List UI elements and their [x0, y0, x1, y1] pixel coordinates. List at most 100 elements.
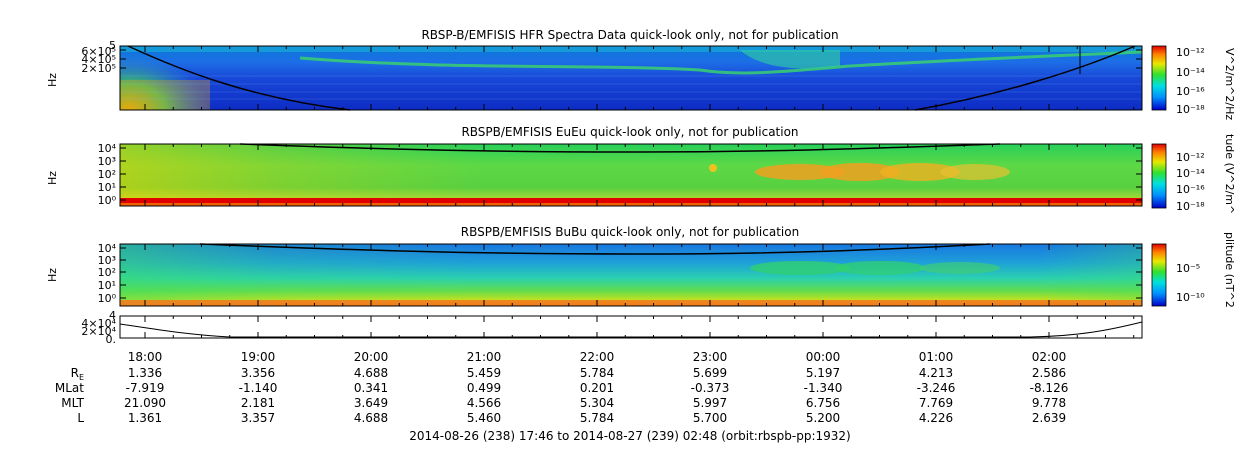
panel3-ytick: 10¹	[98, 279, 116, 292]
ephemeris-value: 4.213	[919, 366, 953, 380]
time-tick-label: 01:00	[919, 350, 954, 364]
ephem-label-l: L	[77, 411, 84, 425]
panel4-frame	[119, 315, 1143, 339]
panel1-ytick: 4×10⁵	[81, 53, 116, 66]
time-tick-label: 20:00	[354, 350, 389, 364]
time-tick-label: 22:00	[580, 350, 615, 364]
ephemeris-value: -0.373	[691, 381, 730, 395]
colorbar-1-tick: 10⁻¹⁴	[1176, 66, 1205, 79]
time-tick-label: 19:00	[241, 350, 276, 364]
ephemeris-value: 9.778	[1032, 396, 1066, 410]
ephemeris-value: 2.586	[1032, 366, 1066, 380]
panel1-ylabel: Hz	[46, 73, 59, 87]
panel3-ytick: 10³	[98, 254, 116, 267]
ephemeris-value: 3.356	[241, 366, 275, 380]
panel1-spectrogram	[120, 45, 1143, 111]
time-tick-label: 18:00	[128, 350, 163, 364]
panel3-ytick: 10²	[98, 266, 116, 279]
panel3-ytick: 10⁰	[98, 292, 117, 305]
panel2-ytick: 10⁰	[98, 194, 117, 207]
panel3-title: RBSPB/EMFISIS BuBu quick-look only, not …	[461, 225, 799, 239]
panel3-spectrogram	[120, 243, 1142, 306]
panel2-spectrogram	[120, 143, 1142, 206]
colorbar-1-label: V^2/m^2/Hz	[1223, 48, 1236, 120]
panel4-ytop-label: 4	[109, 309, 116, 322]
panel4-ytick: 2×10⁴	[81, 325, 116, 338]
time-tick-label: 00:00	[806, 350, 841, 364]
panel2-frame	[119, 143, 1143, 207]
ephemeris-table: 1.336 3.356 4.688 5.459 5.784 5.699 5.197 4.213…	[124, 366, 1068, 425]
ephemeris-value: 4.688	[354, 366, 388, 380]
panel3-ylabel: Hz	[46, 268, 59, 282]
colorbar-1	[1151, 45, 1167, 111]
colorbar-2-tick: 10⁻¹⁸	[1176, 200, 1205, 213]
colorbar-3-tick: 10⁻⁵	[1176, 262, 1200, 275]
ephemeris-value: 2.639	[1032, 411, 1066, 425]
panel4-line	[119, 316, 1143, 338]
panel2-ytick: 10¹	[98, 181, 116, 194]
time-tick-label: 23:00	[693, 350, 728, 364]
ephemeris-value: 4.688	[354, 411, 388, 425]
panel4-ytick: 0.	[106, 333, 117, 346]
panel1-ytick: 2×10⁵	[81, 62, 116, 75]
panel1-title: RBSP-B/EMFISIS HFR Spectra Data quick-lo…	[421, 28, 838, 42]
ephemeris-value: -1.340	[804, 381, 843, 395]
ephemeris-value: 3.649	[354, 396, 388, 410]
panel3-ytick: 10⁴	[98, 242, 117, 255]
ephemeris-value: -8.126	[1030, 381, 1069, 395]
panel1-ytop-label: 5	[109, 39, 116, 52]
time-tick-label: 21:00	[467, 350, 502, 364]
ephemeris-value: 1.361	[128, 411, 162, 425]
time-axis: 18:00 19:00 20:00 21:00 22:00 23:00 00:0…	[128, 350, 1067, 364]
ephemeris-labels: RE MLat MLT L	[55, 366, 85, 425]
ephemeris-value: 0.341	[354, 381, 388, 395]
ephemeris-value: 4.226	[919, 411, 953, 425]
colorbar-2-label: tude (V^2/m^	[1223, 134, 1236, 214]
footer-time-range: 2014-08-26 (238) 17:46 to 2014-08-27 (23…	[409, 429, 850, 443]
ephemeris-value: 5.997	[693, 396, 727, 410]
ephemeris-value: 6.756	[806, 396, 840, 410]
ephemeris-value: 0.201	[580, 381, 614, 395]
panel2-title: RBSPB/EMFISIS EuEu quick-look only, not …	[461, 125, 798, 139]
ephemeris-value: 5.700	[693, 411, 727, 425]
panel2-ylabel: Hz	[46, 171, 59, 185]
ephemeris-value: 5.197	[806, 366, 840, 380]
time-tick-marks	[144, 46, 1135, 338]
panel2-ytick: 10²	[98, 168, 116, 181]
time-tick-label: 02:00	[1032, 350, 1067, 364]
colorbar-3-tick: 10⁻¹⁰	[1176, 291, 1205, 304]
panel2-ytick: 10⁴	[98, 142, 117, 155]
ephem-label-re: RE	[71, 366, 84, 382]
panel4-ytick: 4×10⁴	[81, 317, 116, 330]
ephemeris-value: 4.566	[467, 396, 501, 410]
panel1-frame	[119, 45, 1143, 111]
colorbar-3-ticks: 10⁻⁵ 10⁻¹⁰	[1176, 262, 1205, 304]
colorbar-2	[1151, 143, 1167, 209]
ephemeris-value: 7.769	[919, 396, 953, 410]
colorbar-2-tick: 10⁻¹⁶	[1176, 183, 1205, 196]
ephemeris-value: 3.357	[241, 411, 275, 425]
colorbar-1-tick: 10⁻¹⁸	[1176, 103, 1205, 116]
panel3-frame	[119, 243, 1143, 307]
ephemeris-value: 5.460	[467, 411, 501, 425]
colorbar-2-tick: 10⁻¹²	[1176, 151, 1205, 164]
ephemeris-value: 5.459	[467, 366, 501, 380]
ephemeris-value: 1.336	[128, 366, 162, 380]
panel1-ytick-marks	[120, 49, 1142, 69]
panel3-ytick-marks	[120, 247, 1142, 299]
ephemeris-value: 5.304	[580, 396, 614, 410]
ephemeris-value: 0.499	[467, 381, 501, 395]
colorbar-2-tick: 10⁻¹⁴	[1176, 167, 1205, 180]
colorbar-3-label: plitude (nT^2	[1223, 232, 1236, 308]
colorbar-1-tick: 10⁻¹²	[1176, 46, 1205, 59]
ephemeris-value: 21.090	[124, 396, 166, 410]
ephem-label-mlt: MLT	[61, 396, 84, 410]
panel1-ytick: 6×10⁵	[81, 45, 116, 58]
ephemeris-value: 5.699	[693, 366, 727, 380]
ephemeris-value: -3.246	[917, 381, 956, 395]
ephemeris-value: 5.784	[580, 366, 614, 380]
colorbar-1-ticks: 10⁻¹² 10⁻¹⁴ 10⁻¹⁶ 10⁻¹⁸	[1176, 46, 1205, 116]
colorbar-3	[1151, 243, 1167, 307]
